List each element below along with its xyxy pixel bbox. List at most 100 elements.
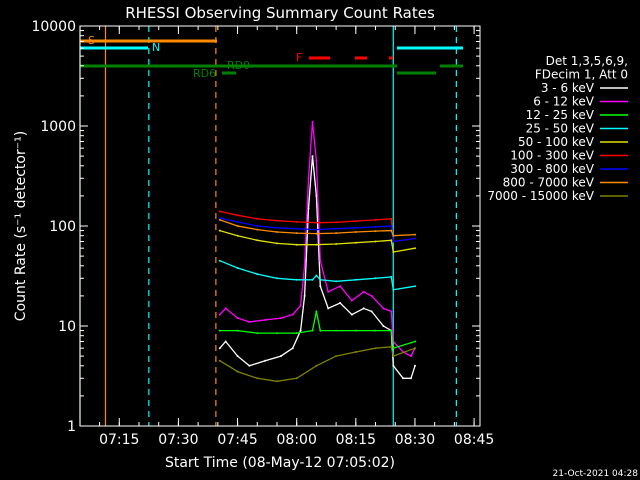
data-point [339, 302, 342, 304]
series-line-6 [219, 217, 416, 243]
legend-entry-label: 800 - 7000 keV [503, 176, 595, 190]
data-point [295, 227, 298, 230]
x-tick-label: 08:45 [454, 432, 494, 448]
data-point [374, 329, 377, 332]
data-point [335, 280, 338, 283]
data-point [218, 217, 221, 220]
data-point [327, 290, 330, 293]
data-point [390, 329, 393, 332]
x-tick-label: 07:15 [99, 432, 139, 448]
data-point [319, 278, 322, 281]
series-line-3 [219, 260, 416, 291]
y-tick-label: 10000 [31, 19, 76, 35]
data-point [236, 355, 239, 358]
data-point [414, 340, 416, 343]
series-line-2 [219, 311, 416, 350]
y-tick-label: 10 [58, 319, 76, 335]
data-point [319, 285, 322, 288]
data-point [218, 259, 221, 262]
data-point [303, 264, 306, 267]
data-point [299, 329, 302, 332]
data-point [218, 210, 221, 213]
data-point [390, 229, 393, 232]
data-point [390, 345, 393, 348]
data-point [350, 299, 353, 302]
data-point [354, 351, 357, 353]
data-point [374, 225, 377, 228]
legend: Det 1,3,5,6,9,FDecim 1, Att 03 - 6 keV6 … [487, 54, 628, 203]
data-point [276, 226, 278, 229]
data-point [279, 317, 282, 320]
data-point [315, 243, 318, 246]
data-point [354, 241, 357, 244]
data-point [218, 229, 221, 232]
data-point [295, 243, 298, 246]
data-point [410, 377, 412, 380]
night-flag-label: N [152, 41, 160, 54]
data-point [390, 217, 393, 220]
data-point [295, 377, 298, 380]
data-point [218, 218, 221, 221]
data-point [354, 220, 357, 223]
data-point [374, 240, 377, 243]
data-point [264, 318, 267, 321]
y-tick-label: 1 [67, 419, 76, 435]
data-point [390, 275, 393, 278]
data-point [315, 221, 318, 224]
data-point [295, 278, 298, 281]
data-point [315, 274, 318, 277]
data-point [315, 364, 318, 367]
legend-entry-label: 7000 - 15000 keV [487, 189, 594, 203]
data-point [410, 355, 412, 358]
data-point [414, 285, 416, 288]
data-point [327, 307, 330, 310]
data-point [276, 242, 278, 245]
x-tick-label: 08:15 [336, 432, 376, 448]
data-point [392, 240, 395, 243]
series-line-1 [219, 121, 416, 357]
data-point [315, 228, 318, 231]
data-point [256, 332, 259, 335]
series-line-4 [219, 229, 416, 253]
data-point [311, 155, 314, 158]
legend-entry-label: 25 - 50 keV [526, 122, 595, 136]
data-point [276, 231, 278, 233]
data-point [256, 225, 259, 227]
legend-entry-label: 12 - 25 keV [526, 108, 595, 122]
data-point [315, 194, 318, 197]
data-point [291, 313, 294, 316]
data-point [236, 214, 239, 217]
data-point [276, 219, 278, 222]
data-point [392, 288, 395, 291]
data-point [390, 239, 393, 242]
legend-entry-label: 6 - 12 keV [533, 95, 595, 109]
data-point [256, 217, 259, 220]
data-point [236, 220, 239, 223]
data-point [392, 364, 395, 367]
data-point [276, 277, 278, 280]
data-point [315, 232, 318, 235]
y-tick-label: 1000 [40, 119, 76, 135]
data-point [224, 340, 227, 343]
data-point [264, 359, 267, 362]
data-point [374, 277, 377, 280]
data-point [414, 237, 416, 240]
legend-header: FDecim 1, Att 0 [535, 68, 628, 82]
data-point [311, 120, 314, 123]
data-point [370, 294, 373, 297]
data-point [382, 307, 385, 310]
data-point [256, 377, 259, 380]
data-point [307, 177, 310, 180]
data-point [295, 232, 298, 235]
data-point [307, 207, 310, 210]
data-point [370, 310, 373, 313]
data-point [236, 370, 239, 373]
data-point [236, 225, 239, 227]
data-point [354, 231, 357, 233]
data-point [299, 304, 302, 307]
rd0-flag-label: RD0 [227, 59, 250, 72]
data-point [311, 329, 314, 332]
data-point [303, 294, 306, 297]
data-point [414, 233, 416, 236]
data-point [414, 364, 416, 367]
